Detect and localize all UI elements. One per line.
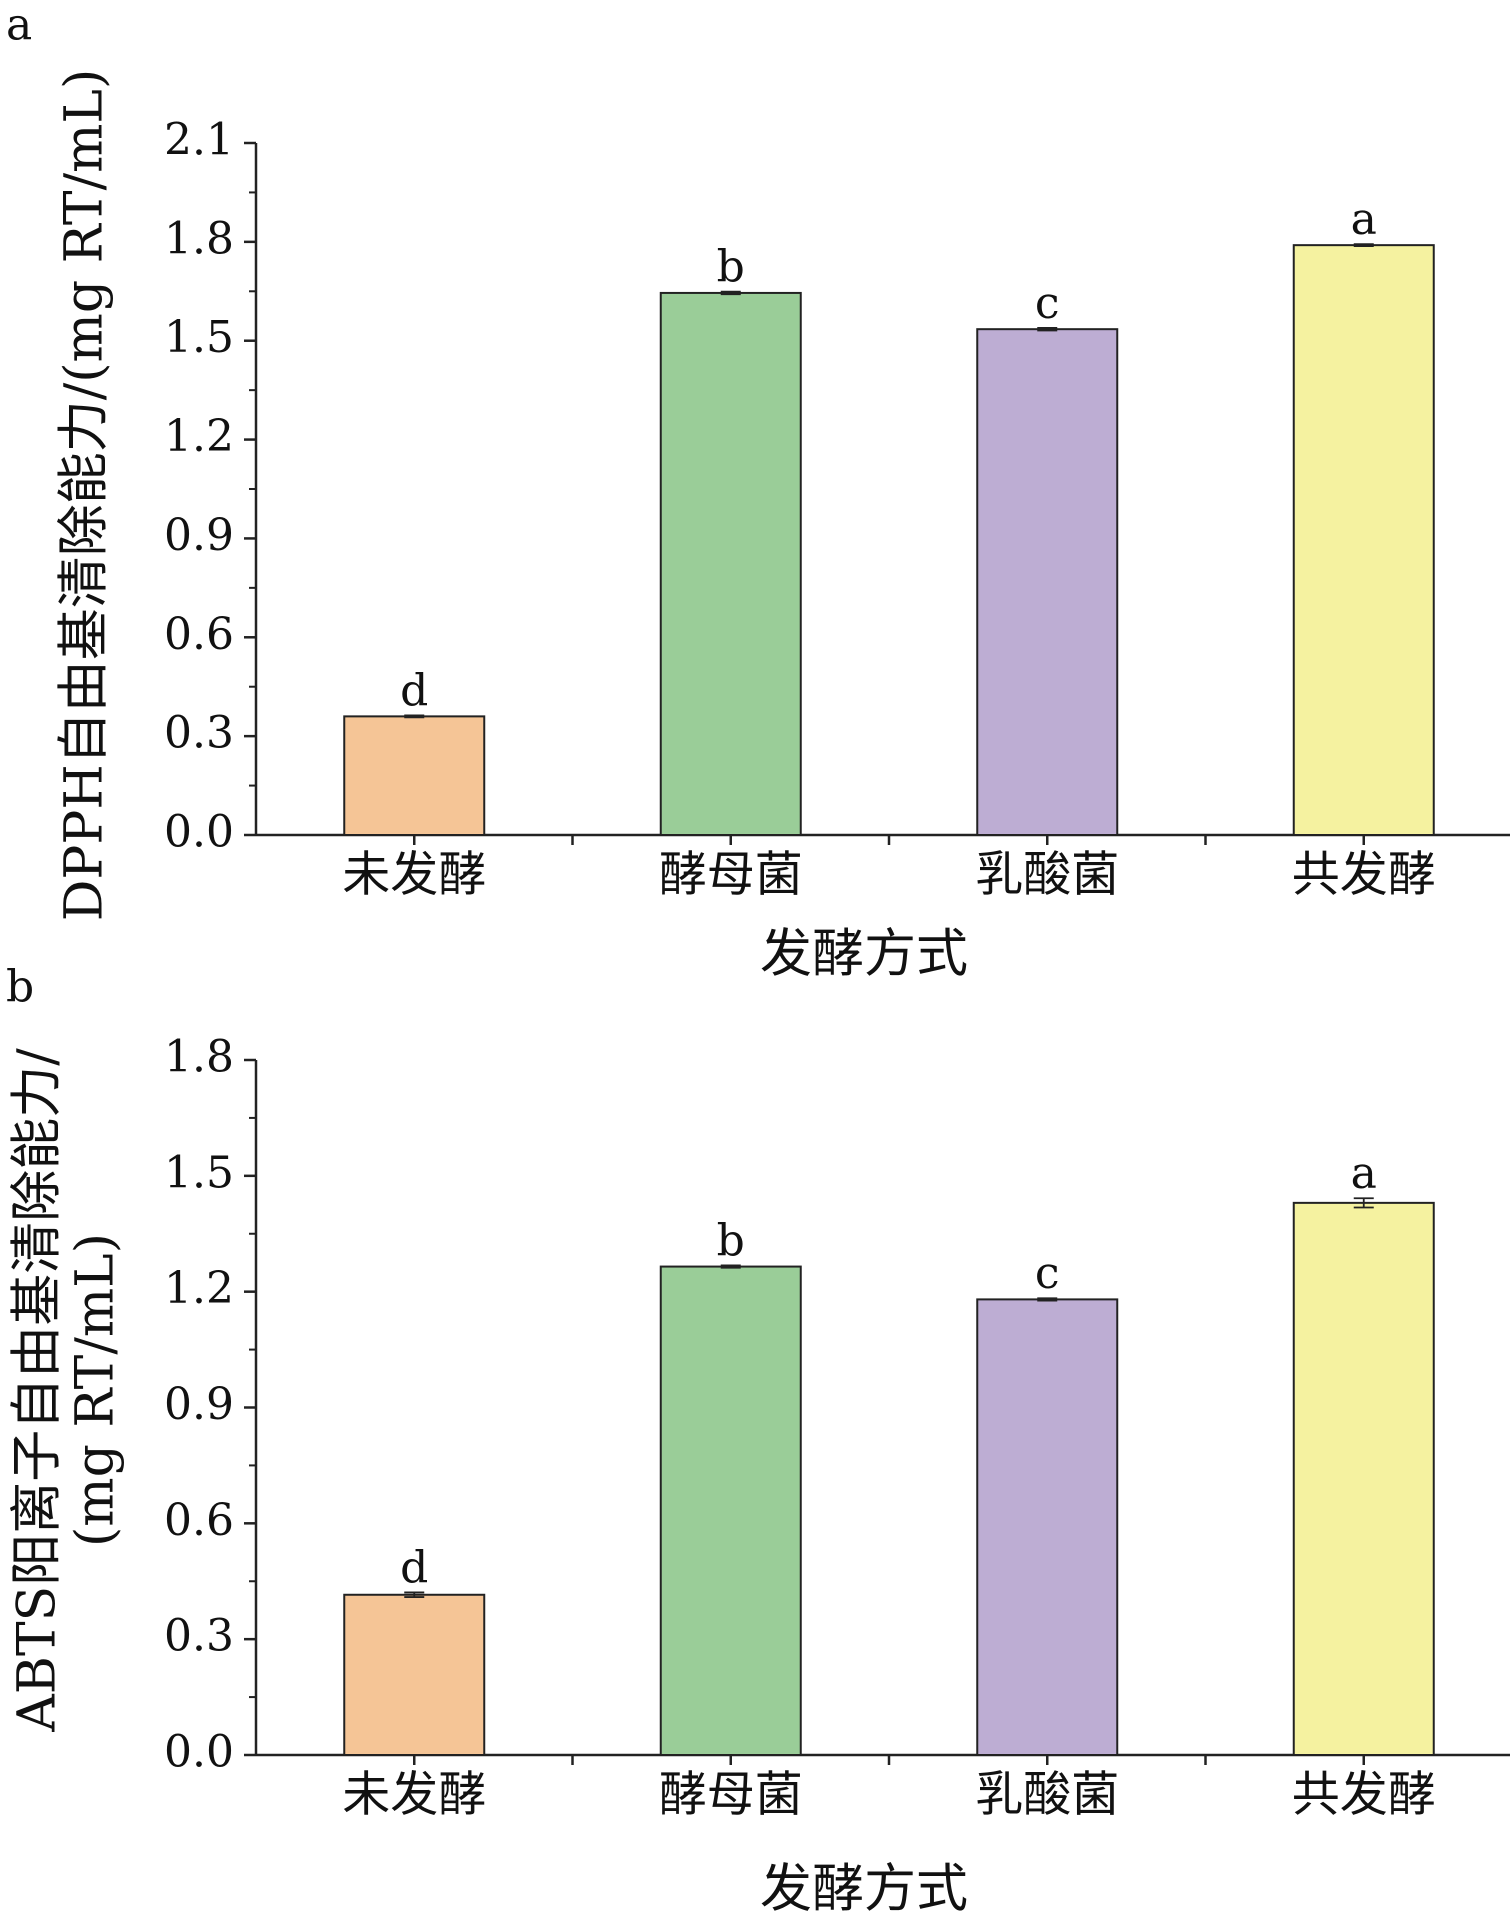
y-tick-label: 0.0	[164, 807, 234, 858]
x-axis-title: 发酵方式	[760, 925, 968, 985]
significance-letter: d	[400, 1542, 428, 1593]
significance-letter: d	[400, 665, 428, 716]
y-tick-label: 0.3	[164, 708, 234, 759]
significance-letter: b	[717, 1215, 745, 1266]
y-axis-title: DPPH自由基清除能力/(mg RT/mL)	[55, 69, 115, 922]
y-tick-label: 0.9	[164, 1379, 234, 1430]
y-tick-label: 0.9	[164, 510, 234, 561]
x-tick-label: 乳酸菌	[975, 847, 1119, 903]
chart-panel-b: b 0.0 0.3 0.6 0.9 1.2 1.5 1.8 d 未发酵 b 酵母菌 c 乳酸菌 a 共发酵发酵…	[6, 962, 1510, 1916]
x-tick-label: 共发酵	[1292, 1767, 1436, 1823]
bar	[1292, 244, 1435, 836]
bar	[659, 291, 802, 836]
x-tick-label: 未发酵	[342, 1767, 486, 1823]
x-tick-label: 酵母菌	[659, 847, 803, 903]
y-tick-label: 1.2	[164, 1263, 234, 1314]
y-tick-label: 0.6	[164, 609, 234, 660]
y-tick-label: 0.6	[164, 1495, 234, 1546]
x-tick-label: 共发酵	[1292, 847, 1436, 903]
bar	[343, 715, 486, 836]
x-axis-title: 发酵方式	[760, 1860, 968, 1916]
y-tick-label: 1.8	[164, 213, 234, 264]
bar	[1292, 1201, 1435, 1756]
y-tick-label: 1.5	[164, 1147, 234, 1198]
x-tick-label: 酵母菌	[659, 1767, 803, 1823]
y-tick-label: 2.1	[164, 115, 234, 166]
chart-panel-a: a 0.0 0.3 0.6 0.9 1.2 1.5 1.8 2.1 d 未发酵 b 酵母菌 c 乳酸菌 a 共发…	[6, 0, 1510, 985]
bar	[976, 328, 1119, 836]
significance-letter: a	[1351, 1148, 1377, 1199]
y-tick-label: 1.8	[164, 1032, 234, 1083]
y-tick-label: 0.0	[164, 1727, 234, 1778]
panel-letter: a	[6, 0, 32, 51]
panel-letter: b	[6, 962, 34, 1013]
y-tick-label: 0.3	[164, 1611, 234, 1662]
significance-letter: b	[717, 242, 745, 293]
bar	[976, 1298, 1119, 1757]
bar	[343, 1593, 486, 1757]
y-tick-label: 1.2	[164, 411, 234, 462]
y-axis-title: ABTS阳离子自由基清除能力/	[8, 1048, 68, 1733]
y-axis-title: (mg RT/mL)	[66, 1233, 126, 1547]
bar	[659, 1265, 802, 1756]
significance-letter: c	[1035, 278, 1060, 329]
x-tick-label: 未发酵	[342, 847, 486, 903]
y-tick-label: 1.5	[164, 312, 234, 363]
x-tick-label: 乳酸菌	[975, 1767, 1119, 1823]
significance-letter: a	[1351, 194, 1377, 245]
significance-letter: c	[1035, 1248, 1060, 1299]
